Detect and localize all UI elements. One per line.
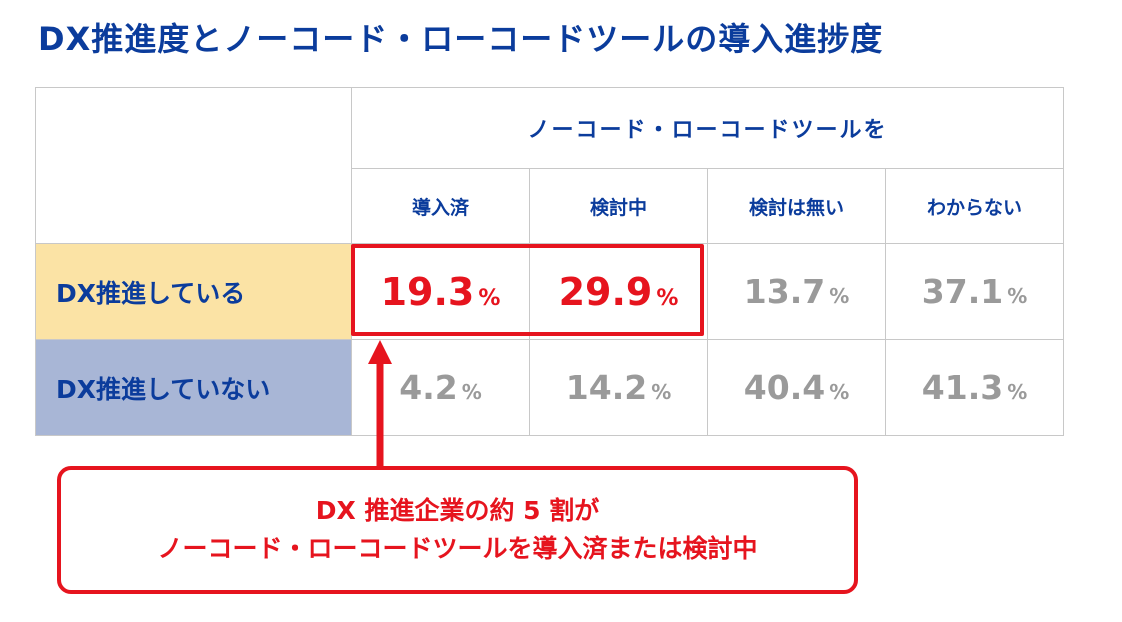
table-cell: 40.4%: [707, 339, 886, 436]
corner-cell: [35, 87, 352, 244]
table-cell: 29.9%: [529, 243, 708, 340]
row-header: DX推進していない: [35, 339, 352, 436]
data-value: 41.3%: [921, 368, 1028, 407]
data-value: 14.2%: [565, 368, 672, 407]
callout-line: ノーコード・ローコードツールを導入済または検討中: [157, 534, 758, 563]
row-header: DX推進している: [35, 243, 352, 340]
data-table: ノーコード・ローコードツールを 導入済 検討中 検討は無い わからない DX推進…: [35, 87, 1064, 436]
table-cell: 37.1%: [885, 243, 1064, 340]
data-value: 40.4%: [743, 368, 850, 407]
table-cell: 19.3%: [351, 243, 530, 340]
group-header: ノーコード・ローコードツールを: [351, 87, 1064, 169]
unit-label: %: [829, 380, 850, 404]
unit-label: %: [1007, 284, 1028, 308]
unit-label: %: [461, 380, 482, 404]
unit-label: %: [1007, 380, 1028, 404]
table-cell: 14.2%: [529, 339, 708, 436]
data-value: 13.7%: [743, 272, 850, 311]
column-header-row: 導入済 検討中 検討は無い わからない: [36, 168, 1064, 244]
column-header: 導入済: [351, 168, 530, 244]
page-title: DX推進度とノーコード・ローコードツールの導入進捗度: [38, 20, 884, 58]
data-value: 19.3%: [380, 269, 501, 314]
column-header: わからない: [885, 168, 1064, 244]
table-cell: 13.7%: [707, 243, 886, 340]
table-header-row: ノーコード・ローコードツールを: [35, 87, 1064, 244]
callout-line: DX 推進企業の約 5 割が: [315, 496, 600, 525]
column-header: 検討中: [529, 168, 708, 244]
unit-label: %: [478, 285, 501, 311]
column-header: 検討は無い: [707, 168, 886, 244]
data-value: 29.9%: [558, 269, 679, 314]
table-row: DX推進している 19.3% 29.9% 13.7% 37.1%: [35, 243, 1064, 340]
up-arrow-icon: [368, 340, 392, 470]
unit-label: %: [651, 380, 672, 404]
highlight-box: [351, 244, 704, 336]
callout-box: DX 推進企業の約 5 割が ノーコード・ローコードツールを導入済または検討中: [57, 466, 858, 594]
unit-label: %: [656, 285, 679, 311]
data-value: 37.1%: [921, 272, 1028, 311]
data-value: 4.2%: [399, 368, 482, 407]
unit-label: %: [829, 284, 850, 308]
table-cell: 41.3%: [885, 339, 1064, 436]
table-row: DX推進していない 4.2% 14.2% 40.4% 41.3%: [35, 339, 1064, 436]
